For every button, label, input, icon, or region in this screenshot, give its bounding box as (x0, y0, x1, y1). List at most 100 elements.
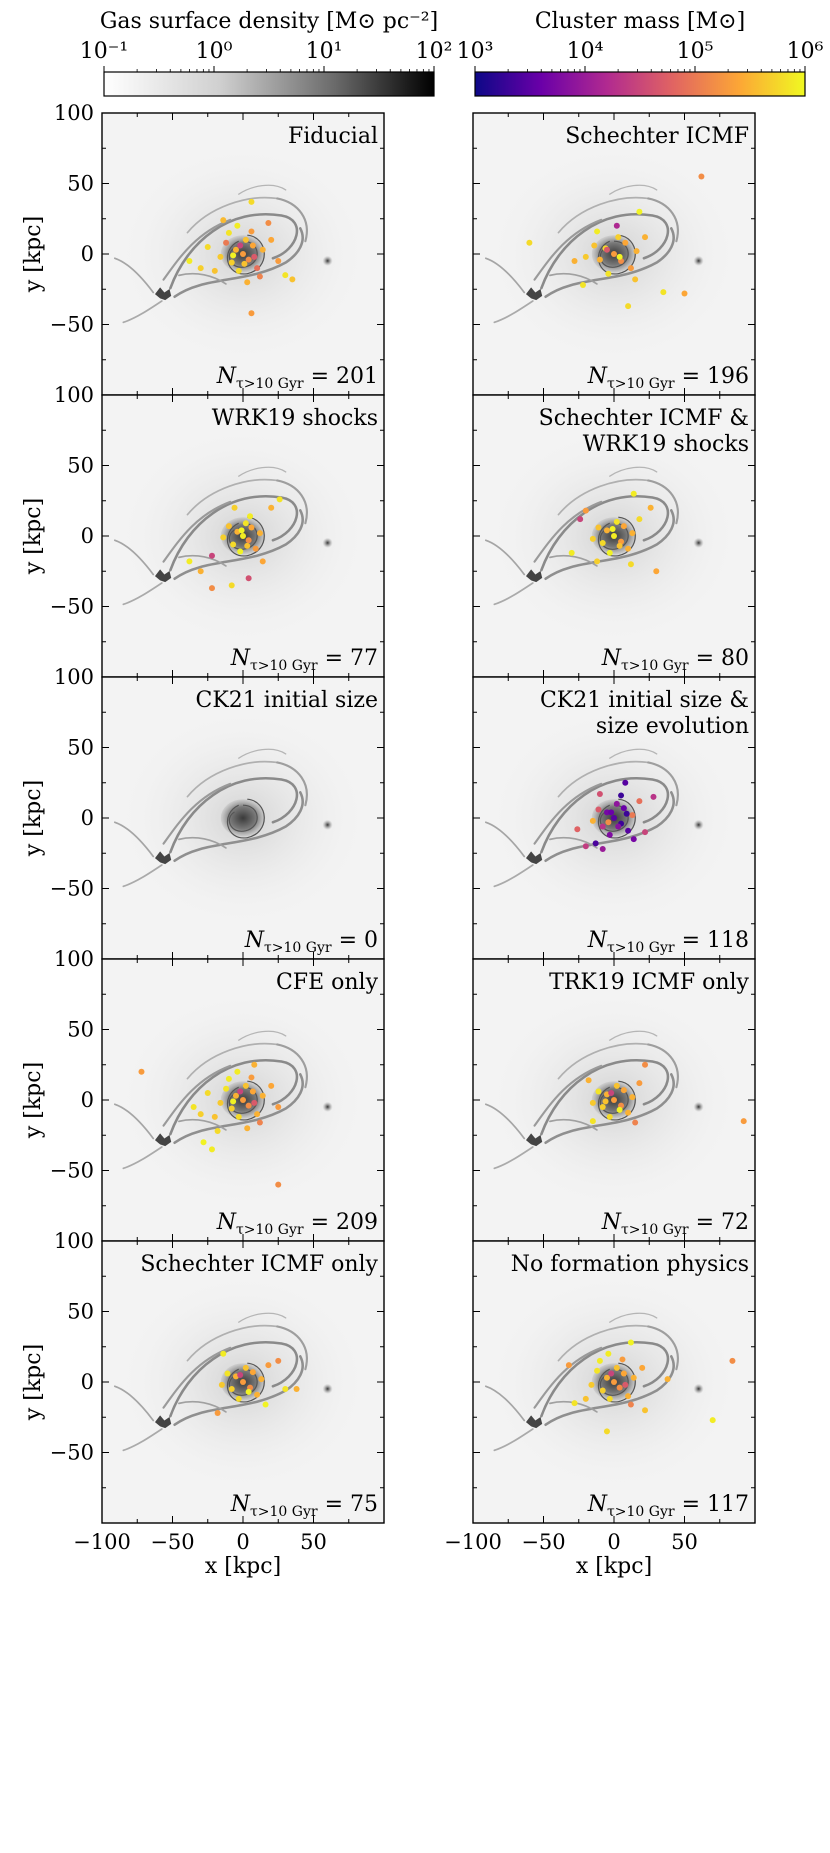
cluster-point (582, 1395, 589, 1402)
cluster-point (245, 256, 252, 263)
cluster-point (220, 534, 227, 541)
cluster-point (289, 276, 296, 283)
cluster-point (636, 798, 643, 805)
cluster-point (254, 265, 261, 272)
cluster-point (225, 229, 232, 236)
cluster-point (259, 1092, 266, 1099)
cluster-point (256, 273, 263, 280)
cluster-point (627, 1401, 634, 1408)
cluster-point (225, 1075, 232, 1082)
cluster-point (698, 173, 705, 180)
cluster-point (240, 251, 246, 257)
cluster-point (256, 530, 263, 537)
cluster-point (237, 1088, 244, 1095)
cluster-point (606, 831, 613, 838)
gas-colorbar-tick-label: 10² (416, 39, 453, 64)
panel-title: Schechter ICMF (565, 124, 749, 149)
panel: TRK19 ICMF only Nτ>10 Gyr = 72 (472, 958, 756, 1242)
cluster-point (138, 1068, 145, 1075)
cluster-point (616, 542, 623, 549)
gas-colorbar-tick-label: 10⁰ (196, 39, 233, 64)
cluster-point (248, 228, 255, 235)
cluster-point (596, 256, 603, 263)
cluster-point (228, 259, 235, 266)
cluster-point (625, 1109, 632, 1116)
cluster-point (244, 279, 251, 286)
cluster-point (235, 267, 242, 274)
cluster-point (591, 242, 598, 249)
cluster-point (234, 1068, 241, 1075)
x-axis-label: x [kpc] (205, 1554, 281, 1579)
cluster-point (237, 1371, 244, 1378)
panel-title: No formation physics (511, 1252, 749, 1277)
cluster-point (208, 1146, 215, 1153)
cluster-point (258, 1376, 265, 1383)
cluster-point (660, 289, 667, 296)
cluster-point (616, 1106, 623, 1113)
cluster-point (595, 524, 602, 531)
cluster-point (618, 792, 625, 799)
cluster-point (594, 558, 601, 565)
panel: CFE only Nτ>10 Gyr = 209 100 50 0 −50y [kpc] (21, 947, 385, 1242)
cluster-point (608, 809, 615, 816)
panel: No formation physics Nτ>10 Gyr = 117 −100−… (444, 1240, 756, 1579)
cluster-point (249, 1369, 256, 1376)
cluster-point (235, 1395, 242, 1402)
cluster-count: Nτ>10 Gyr = 0 (244, 928, 378, 956)
cluster-point (228, 1386, 235, 1393)
cluster-point (230, 252, 237, 259)
cluster-point (622, 779, 629, 786)
cluster-point (244, 542, 251, 549)
cluster-point (571, 1400, 578, 1407)
x-tick-label: −100 (73, 1530, 131, 1554)
cluster-point (245, 575, 252, 582)
cluster-point (613, 518, 620, 525)
cluster-point (596, 1357, 603, 1364)
cluster-point (729, 1357, 736, 1364)
cluster-point (225, 523, 232, 530)
mass-colorbar-tick-label: 10³ (457, 39, 494, 64)
cluster-point (611, 1097, 617, 1103)
cluster-point (200, 1139, 207, 1146)
mass-colorbar-tick-label: 10⁶ (787, 39, 824, 64)
panel: CK21 initial size Nτ>10 Gyr = 0 100 50 0 −50y… (21, 665, 385, 960)
cluster-point (642, 829, 649, 836)
cluster-point (594, 1367, 601, 1374)
cluster-point (223, 239, 230, 246)
cluster-point (251, 1061, 258, 1068)
panel-title: CK21 initial size (196, 688, 378, 713)
cluster-point (579, 282, 586, 289)
cluster-point (217, 253, 224, 260)
cluster-point (613, 1364, 620, 1371)
cluster-point (242, 236, 249, 243)
y-tick-label: 100 (54, 1229, 94, 1253)
panel-title: CFE only (276, 970, 379, 995)
cluster-point (613, 1082, 620, 1089)
cluster-point (254, 1391, 261, 1398)
cluster-point (603, 527, 610, 534)
gas-colorbar-tick-label: 10⁻¹ (80, 39, 128, 64)
cluster-point (603, 246, 610, 253)
cluster-point (627, 561, 634, 568)
x-tick-label: −50 (150, 1530, 194, 1554)
cluster-point (276, 496, 283, 503)
cluster-point (577, 516, 584, 523)
x-tick-label: −100 (444, 1530, 502, 1554)
cluster-point (636, 208, 643, 215)
cluster-point (625, 827, 632, 834)
y-tick-label: 50 (67, 1300, 94, 1324)
y-tick-label: 0 (81, 1088, 94, 1112)
cluster-point (588, 1381, 595, 1388)
gas-colorbar: Gas surface density [M⊙ pc⁻²] 10⁻¹ 10⁰ 10¹ 1… (80, 9, 453, 97)
cluster-count: Nτ>10 Gyr = 201 (216, 364, 378, 392)
cluster-point (620, 1370, 627, 1377)
cluster-point (268, 1082, 275, 1089)
y-tick-label: −50 (50, 877, 94, 901)
cluster-point (629, 812, 636, 819)
cluster-point (599, 1104, 606, 1111)
cluster-point (217, 1099, 224, 1106)
cluster-point (240, 533, 246, 539)
cluster-point (623, 810, 630, 817)
cluster-count: Nτ>10 Gyr = 209 (216, 1210, 378, 1238)
